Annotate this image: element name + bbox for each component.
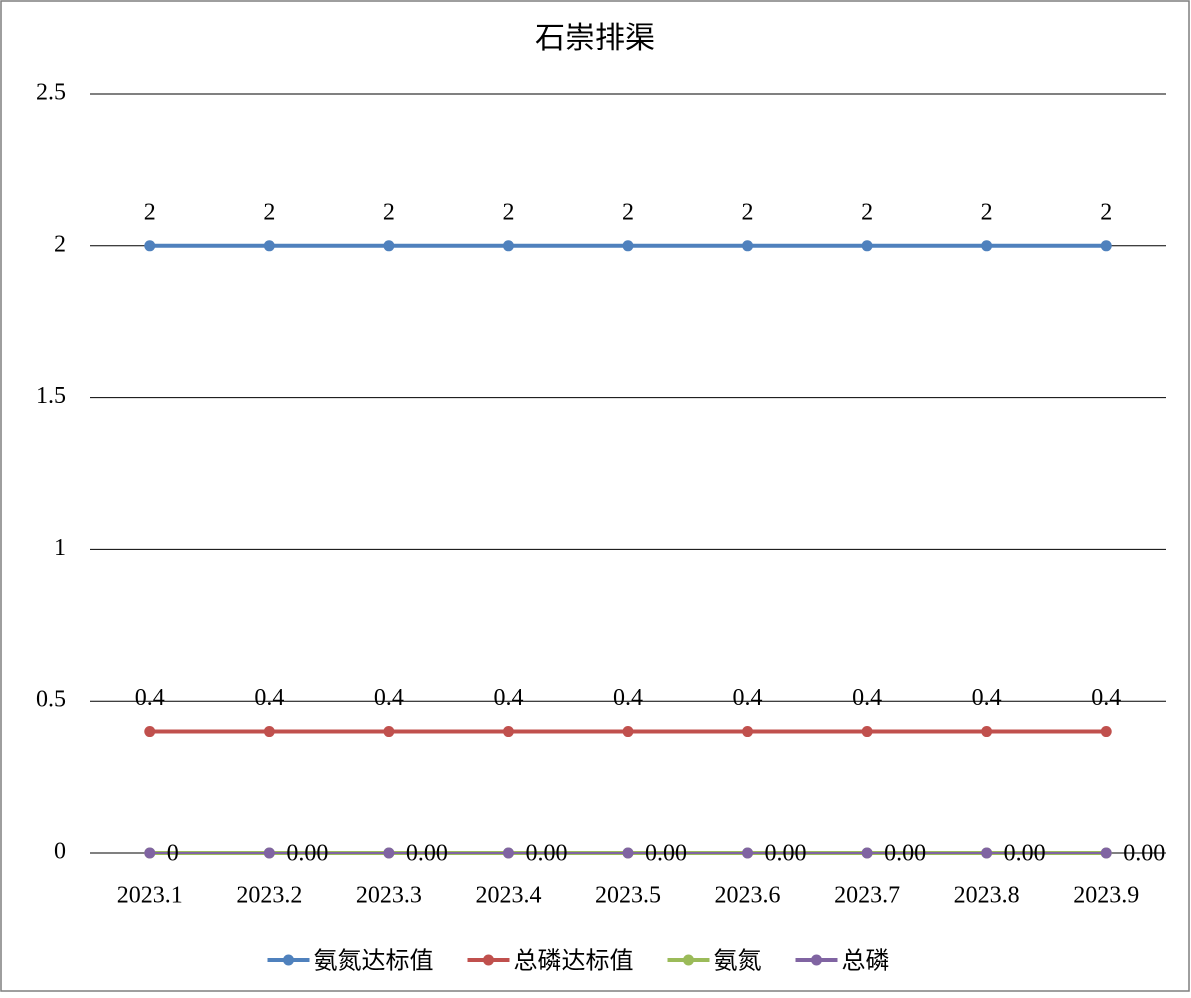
point xyxy=(742,726,754,738)
point xyxy=(981,240,993,252)
x-tick-label: 2023.1 xyxy=(117,883,183,909)
data-label: 0.4 xyxy=(613,685,643,711)
y-tick-label: 2.5 xyxy=(36,80,66,106)
data-label: 0.00 xyxy=(1004,841,1046,867)
data-label: 0.00 xyxy=(286,841,328,867)
data-label: 0.4 xyxy=(374,685,404,711)
legend-marker xyxy=(683,954,694,966)
point xyxy=(981,726,993,738)
data-label: 0.4 xyxy=(852,685,882,711)
legend-label: 氨氮达标值 xyxy=(314,948,434,975)
point xyxy=(861,726,873,738)
legend-label: 总磷 xyxy=(842,948,890,975)
y-tick-label: 0.5 xyxy=(36,687,66,713)
data-label: 0.00 xyxy=(765,841,807,867)
data-label: 2 xyxy=(981,199,993,225)
data-label: 0.00 xyxy=(645,841,687,867)
point xyxy=(383,240,395,252)
point xyxy=(622,847,634,859)
data-label: 0.4 xyxy=(733,685,763,711)
data-label: 0.00 xyxy=(406,841,448,867)
point xyxy=(383,726,395,738)
data-label: 2 xyxy=(502,199,514,225)
point xyxy=(502,726,514,738)
point xyxy=(622,726,634,738)
x-tick-label: 2023.4 xyxy=(475,883,541,909)
point xyxy=(981,847,993,859)
point xyxy=(742,847,754,859)
data-label: 2 xyxy=(742,199,754,225)
point xyxy=(263,240,275,252)
x-tick-label: 2023.8 xyxy=(954,883,1020,909)
point xyxy=(502,847,514,859)
point xyxy=(263,847,275,859)
point xyxy=(144,726,156,738)
data-label: 2 xyxy=(144,199,156,225)
data-label: 0.00 xyxy=(884,841,926,867)
point xyxy=(144,847,156,859)
point xyxy=(622,240,634,252)
data-label: 2 xyxy=(622,199,634,225)
data-label: 0 xyxy=(167,841,179,867)
y-tick-label: 2 xyxy=(54,231,66,257)
x-tick-label: 2023.5 xyxy=(595,883,661,909)
point xyxy=(861,847,873,859)
chart-title: 石崇排渠 xyxy=(535,22,655,55)
data-label: 0.4 xyxy=(972,685,1002,711)
y-tick-label: 0 xyxy=(54,839,66,865)
data-label: 2 xyxy=(383,199,395,225)
x-tick-label: 2023.3 xyxy=(356,883,422,909)
point xyxy=(1100,726,1112,738)
data-label: 0.4 xyxy=(254,685,284,711)
data-label: 0.00 xyxy=(525,841,567,867)
data-label: 0.4 xyxy=(1091,685,1121,711)
point xyxy=(263,726,275,738)
point xyxy=(144,240,156,252)
x-tick-label: 2023.6 xyxy=(715,883,781,909)
point xyxy=(1100,240,1112,252)
legend-label: 总磷达标值 xyxy=(514,948,634,975)
y-tick-label: 1.5 xyxy=(36,383,66,409)
data-label: 2 xyxy=(263,199,275,225)
data-label: 2 xyxy=(861,199,873,225)
point xyxy=(861,240,873,252)
point xyxy=(1100,847,1112,859)
x-tick-label: 2023.9 xyxy=(1073,883,1139,909)
legend-label: 氨氮 xyxy=(714,948,762,975)
legend-marker xyxy=(483,954,494,966)
data-label: 0.4 xyxy=(493,685,523,711)
point xyxy=(502,240,514,252)
y-tick-label: 1 xyxy=(54,535,66,561)
data-label: 0.4 xyxy=(135,685,165,711)
legend-marker xyxy=(283,954,294,966)
legend-marker xyxy=(811,954,822,966)
point xyxy=(383,847,395,859)
data-label: 0.00 xyxy=(1123,841,1165,867)
x-tick-label: 2023.7 xyxy=(834,883,900,909)
data-label: 2 xyxy=(1100,199,1112,225)
point xyxy=(742,240,754,252)
x-tick-label: 2023.2 xyxy=(236,883,302,909)
